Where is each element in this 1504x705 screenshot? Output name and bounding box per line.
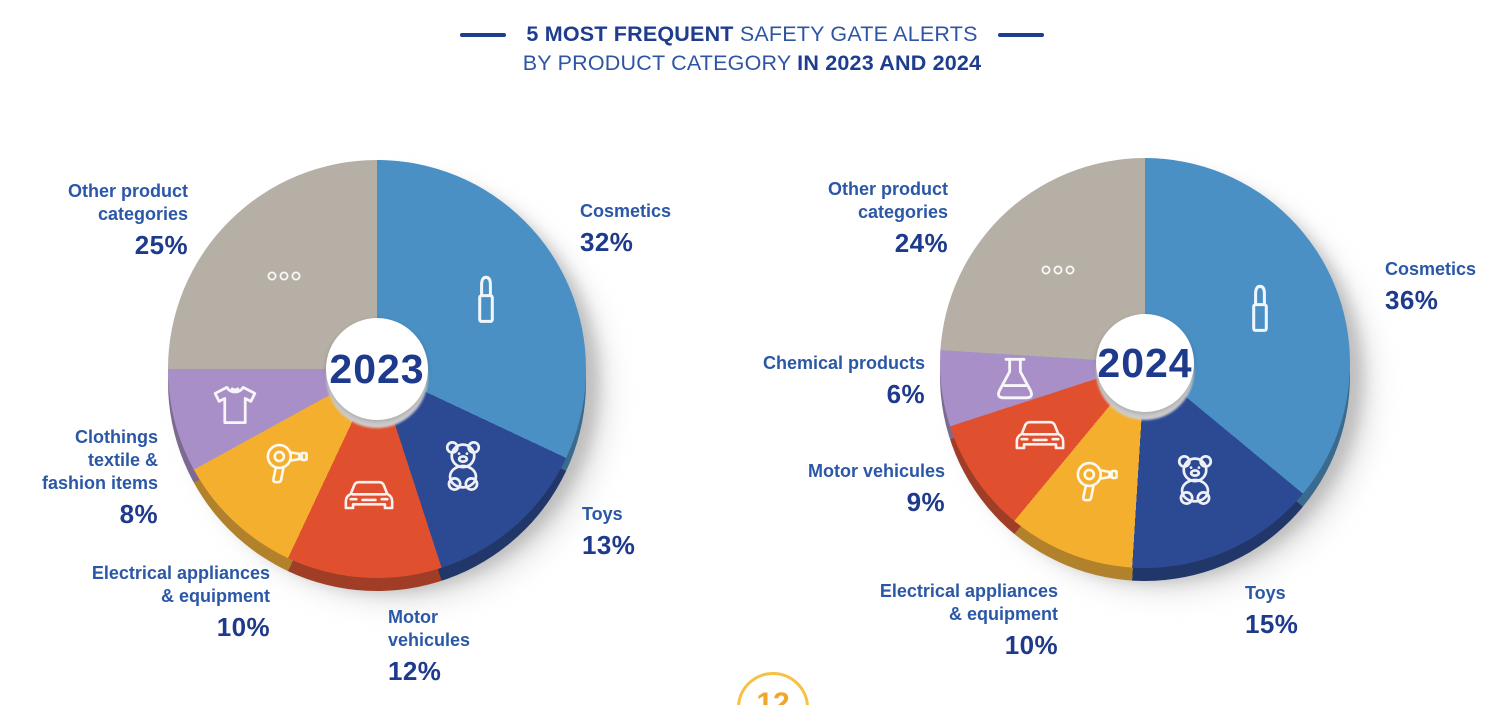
- percentage-value: 24%: [894, 228, 948, 259]
- title-line1-rest: SAFETY GATE ALERTS: [733, 22, 978, 46]
- percentage-value: 6%: [886, 379, 925, 410]
- ellipsis-dots-icon: [1040, 264, 1076, 276]
- label-2023-cosmetics: Cosmetics 32%: [580, 200, 720, 259]
- label-2024-other-product-categories: Other product categories 24%: [790, 178, 948, 260]
- title-line1: 5 MOST FREQUENT SAFETY GATE ALERTS: [526, 22, 977, 47]
- page-number-badge: 12: [737, 672, 809, 705]
- label-2023-electrical-appliances: Electrical appliances & equipment 10%: [90, 562, 270, 644]
- percentage-value: 36%: [1385, 285, 1439, 316]
- car-icon: [341, 474, 397, 515]
- label-2023-other-product-categories: Other product categories 25%: [30, 180, 188, 262]
- percentage-value: 13%: [582, 530, 636, 561]
- title-line2: BY PRODUCT CATEGORY IN 2023 AND 2024: [0, 51, 1504, 76]
- t-shirt-icon: [210, 383, 260, 428]
- category-name: Motor vehicules: [807, 461, 945, 481]
- label-2024-motor-vehicules: Motor vehicules 9%: [735, 460, 945, 519]
- pie-chart-2024: 2024: [940, 158, 1372, 592]
- category-name: Toys: [582, 504, 623, 524]
- category-name: Cosmetics: [1385, 259, 1477, 279]
- category-name: Other product categories: [68, 181, 188, 225]
- category-name: Chemical products: [762, 353, 925, 373]
- pie-2023-year-label: 2023: [329, 345, 425, 392]
- category-name: Electrical appliances & equipment: [91, 563, 270, 607]
- label-2023-motor-vehicules: Motor vehicules 12%: [388, 606, 498, 688]
- label-2024-electrical-appliances: Electrical appliances & equipment 10%: [878, 580, 1058, 662]
- category-name: Toys: [1245, 583, 1286, 603]
- category-name: Cosmetics: [580, 201, 672, 221]
- label-2024-cosmetics: Cosmetics 36%: [1385, 258, 1503, 317]
- percentage-value: 12%: [388, 656, 442, 687]
- pie-2024-center-face: 2024: [1096, 314, 1194, 412]
- category-name: Electrical appliances & equipment: [879, 581, 1058, 625]
- label-2024-chemical-products: Chemical products 6%: [715, 352, 925, 411]
- teddy-bear-icon: [1168, 452, 1222, 508]
- percentage-value: 9%: [906, 487, 945, 518]
- pie-2023-center-face: 2023: [326, 318, 428, 420]
- percentage-value: 25%: [134, 230, 188, 261]
- percentage-value: 8%: [119, 499, 158, 530]
- percentage-value: 32%: [580, 227, 634, 258]
- title-dash-left-icon: [460, 32, 507, 37]
- pie-2024-year-label: 2024: [1097, 339, 1193, 386]
- title-dash-right-icon: [997, 32, 1044, 37]
- percentage-value: 15%: [1245, 609, 1299, 640]
- percentage-value: 10%: [1004, 630, 1058, 661]
- page-number: 12: [756, 687, 790, 705]
- category-name: Other product categories: [828, 179, 948, 223]
- category-name: Motor vehicules: [388, 607, 471, 651]
- lipstick-icon: [474, 271, 499, 329]
- label-2023-clothings-textile: Clothings textile & fashion items 8%: [40, 426, 158, 531]
- teddy-bear-icon: [436, 438, 490, 494]
- pie-2024-center-disc: 2024: [1096, 314, 1194, 420]
- percentage-value: 10%: [216, 612, 270, 643]
- category-name: Clothings textile & fashion items: [41, 427, 158, 494]
- label-2023-toys: Toys 13%: [582, 503, 682, 562]
- title-line1-bold: 5 MOST FREQUENT: [526, 22, 734, 46]
- lipstick-icon: [1247, 280, 1272, 338]
- car-icon: [1012, 414, 1068, 455]
- hair-dryer-icon: [1073, 458, 1123, 504]
- pie-2023-center-disc: 2023: [326, 318, 428, 428]
- ellipsis-dots-icon: [266, 270, 302, 282]
- label-2024-toys: Toys 15%: [1245, 582, 1340, 641]
- hair-dryer-icon: [263, 441, 313, 487]
- title-line2-regular: BY PRODUCT CATEGORY: [522, 51, 798, 75]
- pie-chart-2023: 2023: [168, 160, 608, 602]
- chemistry-flask-icon: [991, 354, 1039, 404]
- title-line2-bold: IN 2023 AND 2024: [797, 51, 982, 75]
- chart-title: 5 MOST FREQUENT SAFETY GATE ALERTS BY PR…: [0, 22, 1504, 76]
